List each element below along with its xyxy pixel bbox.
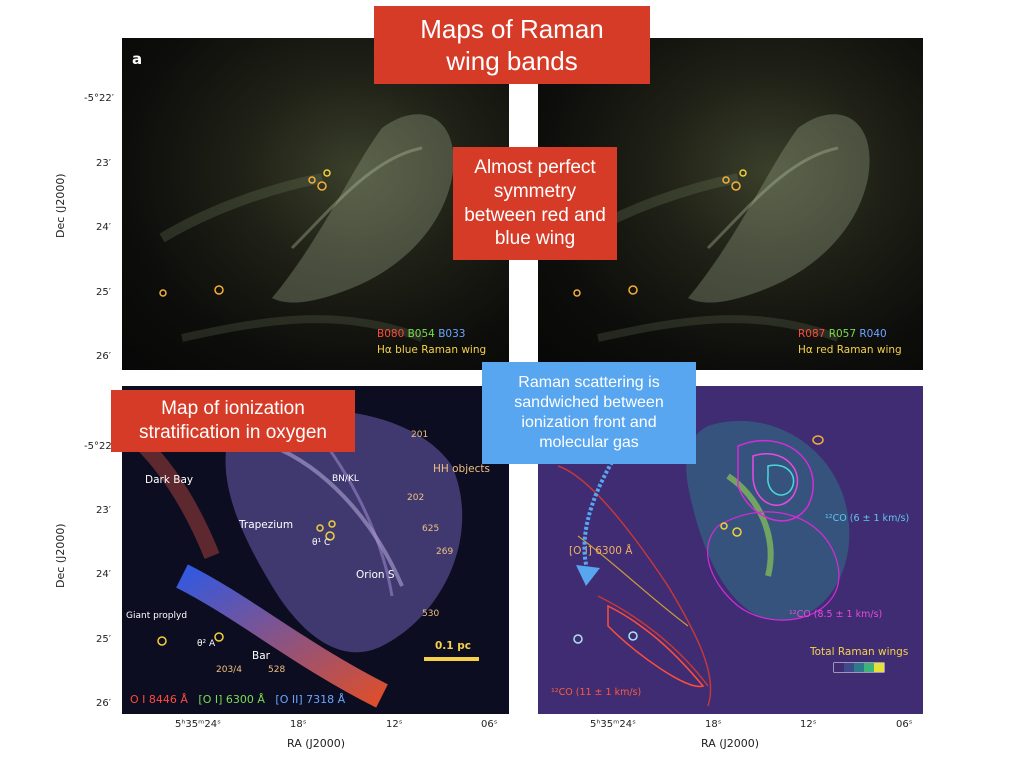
ra-tick: 18ˢ bbox=[290, 719, 307, 730]
label-co-8-5: ¹²CO (8.5 ± 1 km/s) bbox=[789, 609, 883, 620]
legend-oi-6300: [O I] 6300 Å bbox=[198, 693, 265, 706]
ra-tick: 12ˢ bbox=[386, 719, 403, 730]
dec-tick: 25′ bbox=[96, 287, 111, 298]
dec-tick: -5°22′ bbox=[84, 441, 114, 452]
label-theta1c: θ¹ C bbox=[312, 538, 331, 548]
label-530: 530 bbox=[422, 609, 440, 619]
label-oi-6300: [O I] 6300 Å bbox=[569, 545, 633, 557]
label-625: 625 bbox=[422, 524, 440, 534]
panel-caption: Hα blue Raman wing bbox=[377, 344, 487, 356]
panel-letter: a bbox=[132, 50, 143, 68]
y-axis-label: Dec (J2000) bbox=[54, 523, 67, 588]
dec-tick: 26′ bbox=[96, 698, 111, 709]
x-axis-label: RA (J2000) bbox=[701, 737, 760, 750]
band-b080: B080 bbox=[377, 328, 405, 340]
label-trapezium: Trapezium bbox=[239, 519, 294, 531]
label-giant-proplyd: Giant proplyd bbox=[126, 611, 188, 621]
legend-oii-7318: [O II] 7318 Å bbox=[275, 693, 346, 706]
dec-tick: 25′ bbox=[96, 634, 111, 645]
label-bar: Bar bbox=[252, 650, 270, 662]
slide-title: Maps of Raman wing bands bbox=[374, 6, 650, 84]
raman-sandwich-callout: Raman scattering is sandwiched between i… bbox=[482, 362, 696, 464]
label-hh-objects: HH objects bbox=[433, 463, 490, 475]
label-orion-s: Orion S bbox=[356, 569, 395, 581]
dec-tick: 24′ bbox=[96, 222, 111, 233]
blue-raman-wing-map: a B080 B054 B033 Hα blue Raman wing bbox=[122, 38, 509, 370]
label-theta2a: θ² A bbox=[197, 639, 216, 649]
band-r057: R057 bbox=[828, 328, 857, 340]
arrow-icon bbox=[576, 460, 614, 586]
label-269: 269 bbox=[436, 547, 454, 557]
dec-tick: 26′ bbox=[96, 351, 111, 362]
y-axis-label: Dec (J2000) bbox=[54, 173, 67, 238]
label-bn-kl: BN/KL bbox=[332, 474, 359, 484]
band-r087: R087 bbox=[798, 328, 826, 340]
ra-tick: 5ʰ35ᵐ24ˢ bbox=[175, 719, 221, 730]
ionization-callout: Map of ionization stratification in oxyg… bbox=[111, 390, 355, 452]
dec-tick: 23′ bbox=[96, 505, 111, 516]
symmetry-callout: Almost perfect symmetry between red and … bbox=[453, 147, 617, 260]
band-legend: B080 B054 B033 bbox=[377, 329, 465, 340]
scalebar-label: 0.1 pc bbox=[435, 640, 471, 652]
label-total-raman: Total Raman wings bbox=[810, 646, 909, 658]
nebula-image bbox=[159, 114, 454, 342]
band-b054: B054 bbox=[407, 328, 435, 340]
dec-tick: 24′ bbox=[96, 569, 111, 580]
band-b033: B033 bbox=[438, 328, 466, 340]
ra-tick: 06ˢ bbox=[896, 719, 913, 730]
band-legend: R087 R057 R040 bbox=[798, 329, 887, 340]
line-legend: O I 8446 Å [O I] 6300 Å [O II] 7318 Å bbox=[130, 694, 345, 705]
dec-tick: -5°22′ bbox=[84, 93, 114, 104]
ra-tick: 18ˢ bbox=[705, 719, 722, 730]
label-203-4: 203/4 bbox=[216, 665, 242, 675]
label-201: 201 bbox=[411, 430, 429, 440]
label-528: 528 bbox=[268, 665, 286, 675]
label-dark-bay: Dark Bay bbox=[145, 474, 194, 486]
ra-tick: 06ˢ bbox=[481, 719, 498, 730]
label-co-6: ¹²CO (6 ± 1 km/s) bbox=[825, 513, 910, 524]
ra-tick: 5ʰ35ᵐ24ˢ bbox=[590, 719, 636, 730]
dec-tick: 23′ bbox=[96, 158, 111, 169]
label-202: 202 bbox=[407, 493, 425, 503]
ra-tick: 12ˢ bbox=[800, 719, 817, 730]
label-co-11: ¹²CO (11 ± 1 km/s) bbox=[551, 687, 642, 698]
panel-caption: Hα red Raman wing bbox=[798, 344, 902, 356]
x-axis-label: RA (J2000) bbox=[287, 737, 346, 750]
legend-oi-8446: O I 8446 Å bbox=[130, 693, 188, 706]
band-r040: R040 bbox=[859, 328, 887, 340]
